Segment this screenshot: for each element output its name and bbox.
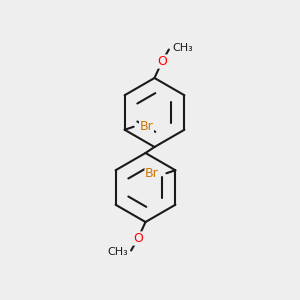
Text: Br: Br [140,120,153,133]
Text: CH₃: CH₃ [107,247,128,257]
Text: Br: Br [145,167,159,180]
Text: O: O [133,232,143,245]
Text: O: O [157,55,167,68]
Text: CH₃: CH₃ [172,43,193,53]
